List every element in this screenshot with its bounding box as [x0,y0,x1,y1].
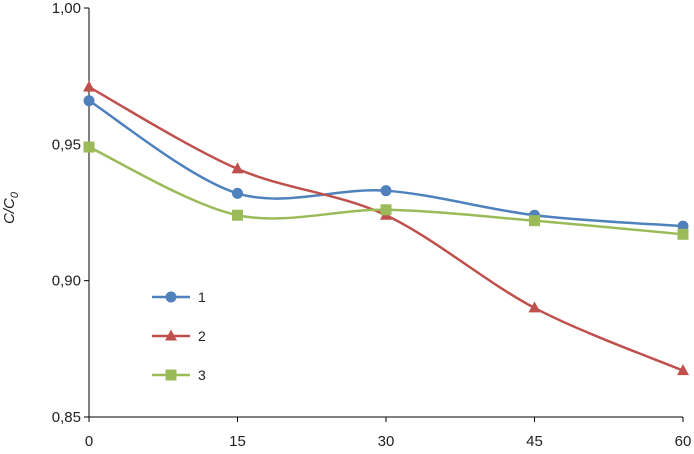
legend-label-2: 2 [198,328,206,344]
x-tick-label: 0 [85,433,93,450]
series-layer [83,80,689,376]
y-axis-label: C/C0 [1,191,21,224]
data-point-2 [83,80,95,92]
data-point-1 [232,187,243,199]
legend-label-3: 3 [198,367,206,383]
series-line-2 [88,85,684,372]
data-point-3 [83,141,95,153]
legend: 1 2 3 [152,289,206,383]
legend-marker-2 [165,329,177,341]
y-tick-label: 0,95 [52,136,81,153]
legend-entry-2: 2 [152,328,206,344]
tick-labels: 0,85 0,90 0,95 1,00 0 15 30 45 60 [52,0,692,450]
data-point-3 [677,228,689,240]
data-point-2 [231,162,244,174]
y-tick-label: 0,85 [52,409,81,426]
legend-marker-1 [165,291,177,303]
x-tick-label: 60 [675,433,692,450]
x-tick-label: 15 [229,433,246,450]
y-tick-label: 1,00 [52,0,81,17]
data-point-2 [677,364,689,376]
data-point-1 [380,185,392,197]
y-axis-label-main: C/C [1,198,18,224]
data-point-3 [529,215,540,227]
data-point-2 [528,301,541,313]
y-axis-label-subscript: 0 [9,191,21,198]
legend-marker-3 [165,369,177,381]
x-tick-label: 45 [526,433,543,450]
legend-entry-3: 3 [152,367,206,383]
legend-entry-1: 1 [152,289,206,305]
y-tick-label: 0,90 [52,273,81,290]
series-2 [83,80,689,376]
x-tick-label: 30 [378,433,395,450]
data-point-3 [380,204,392,216]
data-point-1 [83,95,95,107]
data-point-3 [232,209,243,221]
series-3 [83,141,689,240]
legend-label-1: 1 [198,289,206,305]
